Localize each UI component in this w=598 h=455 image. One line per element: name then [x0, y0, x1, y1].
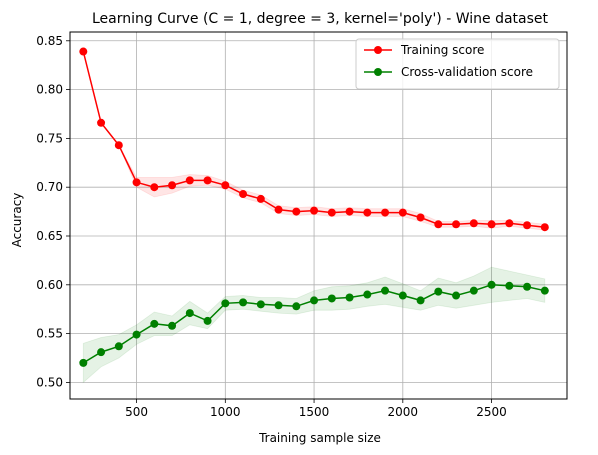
data-point — [505, 281, 514, 290]
x-tick-label: 2500 — [476, 405, 507, 419]
x-axis-ticks: 500 1000 1500 2000 2500 — [125, 399, 507, 419]
data-point — [132, 178, 141, 187]
x-tick-label: 1500 — [299, 405, 330, 419]
y-tick-label: 0.55 — [36, 327, 63, 341]
data-point — [114, 141, 123, 150]
series-points — [79, 47, 549, 367]
y-tick-label: 0.65 — [36, 229, 63, 243]
data-point — [416, 213, 425, 222]
data-point — [523, 282, 532, 291]
data-point — [505, 219, 514, 228]
data-point — [327, 208, 336, 217]
data-point — [363, 208, 372, 217]
legend-box — [355, 38, 560, 90]
data-point — [523, 221, 532, 230]
data-point — [150, 319, 159, 328]
data-point — [452, 220, 461, 229]
y-tick-label: 0.70 — [36, 180, 63, 194]
data-point — [239, 298, 248, 307]
data-point — [203, 316, 212, 325]
legend-marker-1 — [374, 68, 382, 76]
data-point — [434, 287, 443, 296]
y-axis-ticks: 0.50 0.55 0.60 0.65 0.70 0.75 0.80 0.85 — [36, 34, 70, 389]
data-point — [239, 190, 248, 199]
legend-marker-0 — [374, 46, 382, 54]
data-point — [416, 296, 425, 305]
y-tick-label: 0.60 — [36, 278, 63, 292]
data-point — [168, 321, 177, 330]
data-point — [487, 220, 496, 229]
data-point — [540, 223, 549, 232]
legend-entry-1: Cross-validation score — [401, 65, 533, 79]
plot-frame — [69, 31, 568, 400]
x-tick-label: 500 — [125, 405, 148, 419]
y-axis-label: Accuracy — [10, 193, 24, 248]
data-point — [168, 181, 177, 190]
data-point — [469, 286, 478, 295]
data-point — [97, 118, 106, 127]
data-point — [398, 208, 407, 217]
data-point — [221, 299, 230, 308]
data-point — [274, 205, 283, 214]
data-point — [310, 206, 319, 215]
data-point — [274, 301, 283, 310]
data-point — [310, 296, 319, 305]
data-point — [452, 291, 461, 300]
data-point — [292, 302, 301, 311]
data-point — [345, 293, 354, 302]
y-tick-label: 0.80 — [36, 83, 63, 97]
data-point — [487, 280, 496, 289]
data-point — [345, 207, 354, 216]
data-point — [79, 358, 88, 367]
data-point — [469, 219, 478, 228]
y-tick-label: 0.75 — [36, 131, 63, 145]
data-point — [221, 181, 230, 190]
x-tick-label: 2000 — [388, 405, 419, 419]
y-tick-label: 0.85 — [36, 34, 63, 48]
data-point — [132, 330, 141, 339]
data-point — [185, 309, 194, 318]
chart-title: Learning Curve (C = 1, degree = 3, kerne… — [92, 11, 549, 27]
data-point — [363, 290, 372, 299]
data-point — [381, 208, 390, 217]
data-point — [256, 194, 265, 203]
data-point — [114, 342, 123, 351]
data-point — [398, 291, 407, 300]
data-point — [150, 183, 159, 192]
data-point — [540, 286, 549, 295]
data-point — [185, 176, 194, 185]
x-axis-label: Training sample size — [258, 431, 381, 445]
data-point — [434, 220, 443, 229]
x-tick-label: 1000 — [210, 405, 241, 419]
data-point — [381, 286, 390, 295]
data-point — [327, 294, 336, 303]
legend: Training score Cross-validation score — [355, 38, 560, 90]
data-point — [79, 47, 88, 56]
data-point — [97, 348, 106, 357]
y-tick-label: 0.50 — [36, 375, 63, 389]
data-point — [256, 300, 265, 309]
data-point — [292, 207, 301, 216]
data-point — [203, 176, 212, 185]
legend-entry-0: Training score — [400, 43, 484, 57]
